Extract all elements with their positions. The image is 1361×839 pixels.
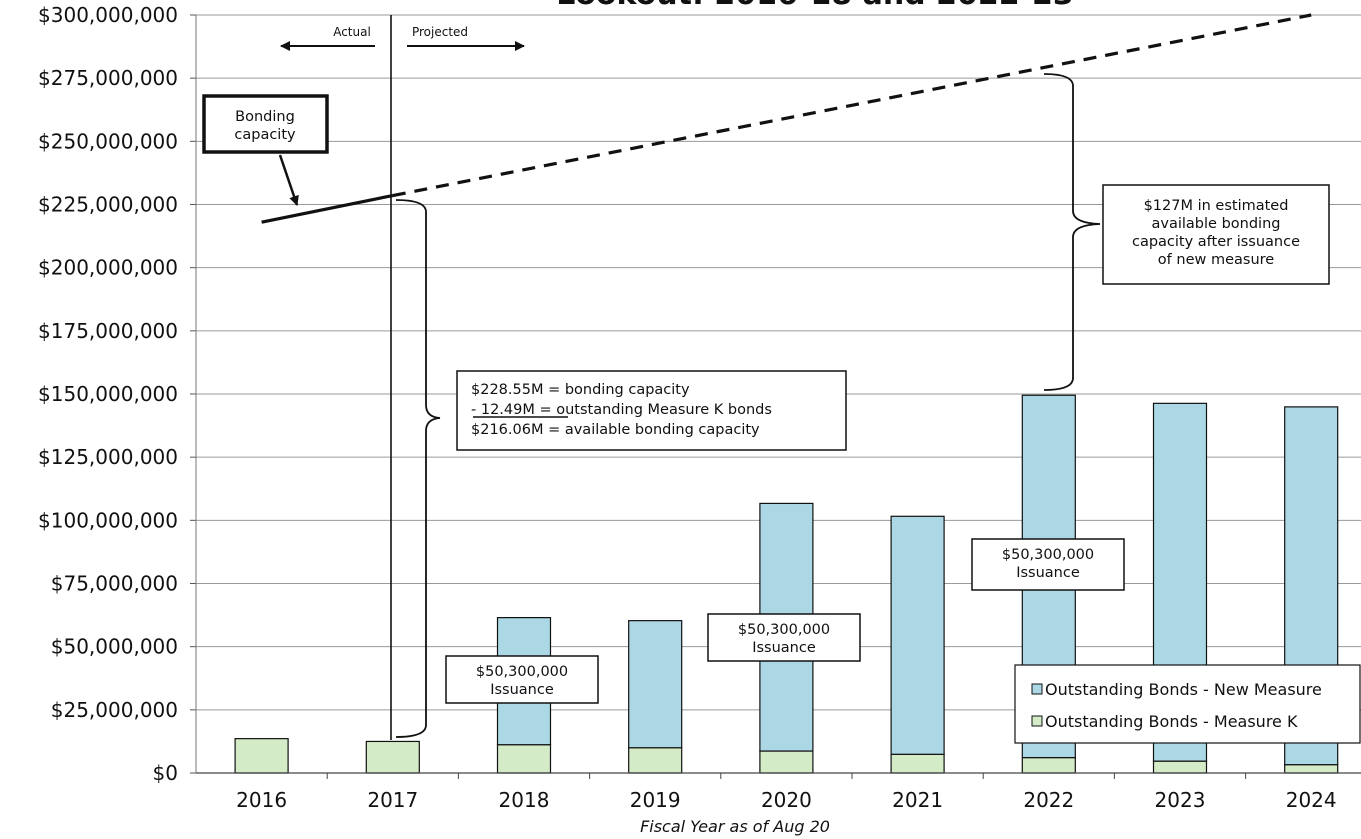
bar-segment <box>365 740 420 774</box>
bar-segment <box>1284 764 1339 774</box>
y-tick-label: $100,000,000 <box>38 508 178 532</box>
legend-label: Outstanding Bonds - Measure K <box>1045 712 1298 731</box>
issuance-box <box>971 538 1125 591</box>
legend-swatch <box>1031 715 1043 727</box>
y-tick-label: $250,000,000 <box>38 129 178 153</box>
y-tick-label: $175,000,000 <box>38 319 178 343</box>
estimated-note-box <box>1102 184 1330 285</box>
bonding-capacity-pointer <box>278 154 299 206</box>
y-tick-label: $300,000,000 <box>38 3 178 27</box>
issuance-text: Issuance <box>752 640 816 656</box>
bonding-capacity-label: Bonding <box>235 109 295 125</box>
bar-segment <box>628 620 683 749</box>
capacity-calc-line: - 12.49M = outstanding Measure K bonds <box>471 402 772 418</box>
y-tick-label: $75,000,000 <box>51 572 178 596</box>
x-tick-label: 2017 <box>367 788 418 812</box>
y-tick-label: $150,000,000 <box>38 382 178 406</box>
x-tick-label: 2021 <box>892 788 943 812</box>
issuance-text: $50,300,000 <box>1002 547 1094 563</box>
bonding-capacity-label: capacity <box>234 127 296 143</box>
x-tick-label: 2022 <box>1023 788 1074 812</box>
legend-label: Outstanding Bonds - New Measure <box>1045 680 1322 699</box>
x-axis-title: Fiscal Year as of Aug 20 <box>640 817 830 836</box>
bonding-capacity-lines <box>261 13 1312 224</box>
bar-segment <box>234 738 289 774</box>
y-tick-label: $25,000,000 <box>51 698 178 722</box>
issuance-text: $50,300,000 <box>738 622 830 638</box>
y-tick-label: $50,000,000 <box>51 635 178 659</box>
y-tick-label: $0 <box>153 761 178 785</box>
bar-segment <box>1021 756 1076 774</box>
annotations: Actual Projected Bonding capacity $228.55M =… <box>202 15 1330 740</box>
issuance-box <box>445 655 599 704</box>
y-tick-label: $275,000,000 <box>38 66 178 90</box>
legend-swatch <box>1031 683 1043 695</box>
issuance-text: Issuance <box>490 682 554 698</box>
estimated-note-line: capacity after issuance <box>1132 234 1300 250</box>
y-tick-label: $200,000,000 <box>38 256 178 280</box>
y-tick-label: $225,000,000 <box>38 193 178 217</box>
x-tick-label: 2016 <box>236 788 287 812</box>
issuance-box <box>707 613 861 662</box>
chart-title: Lookout: 2016-18 and 2022-23 <box>556 0 1074 12</box>
bar-segment <box>1152 760 1208 774</box>
estimated-note-line: $127M in estimated <box>1144 198 1289 214</box>
x-tick-label: 2019 <box>630 788 681 812</box>
issuance-text: $50,300,000 <box>476 664 568 680</box>
bar-segment <box>890 753 945 774</box>
x-tick-label: 2024 <box>1286 788 1337 812</box>
estimated-note-line: of new measure <box>1158 252 1274 268</box>
x-axis: 2016 2017 2018 2019 2020 2021 2022 2023 2024 <box>196 772 1361 812</box>
legend: Outstanding Bonds - New Measure Outstandi… <box>1014 664 1361 744</box>
estimated-note-line: available bonding <box>1152 216 1281 232</box>
capacity-calc-line: $216.06M = available bonding capacity <box>471 422 760 438</box>
x-tick-label: 2023 <box>1155 788 1206 812</box>
bonding-capacity-projected-line <box>392 13 1312 198</box>
capacity-calc-box <box>456 370 847 451</box>
estimated-brace <box>1043 73 1101 391</box>
issuance-text: Issuance <box>1016 565 1080 581</box>
capacity-calc-line: $228.55M = bonding capacity <box>471 382 690 398</box>
legend-box <box>1014 664 1361 744</box>
x-tick-label: 2020 <box>761 788 812 812</box>
bonding-capacity-box <box>202 94 329 154</box>
x-tick-label: 2018 <box>499 788 550 812</box>
bonding-capacity-actual-line <box>261 193 394 224</box>
actual-label: Actual <box>333 25 371 39</box>
bar-segment <box>759 750 814 774</box>
bar-segment <box>628 747 683 774</box>
projected-label: Projected <box>412 25 468 39</box>
capacity-brace <box>395 199 441 738</box>
y-axis: $0 $25,000,000 $50,000,000 $75,000,000 $100,… <box>38 3 197 785</box>
y-tick-label: $125,000,000 <box>38 445 178 469</box>
bar-segment <box>496 744 552 774</box>
bar-segment <box>890 515 945 755</box>
